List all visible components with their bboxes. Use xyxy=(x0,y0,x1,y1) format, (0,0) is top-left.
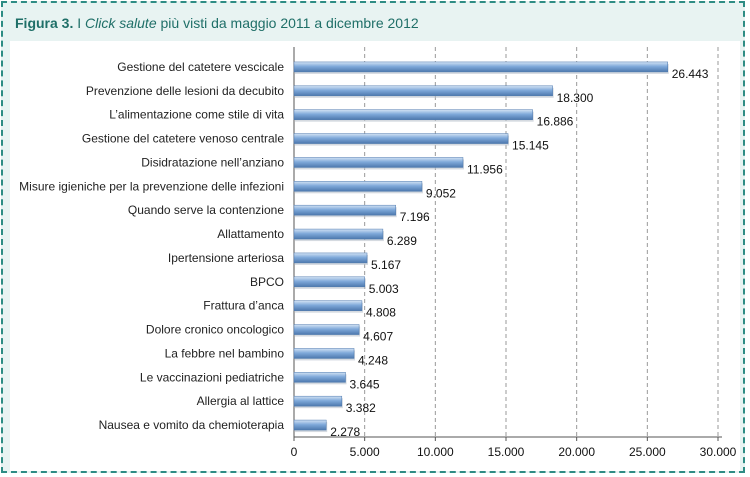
value-label: 11.956 xyxy=(467,162,503,176)
category-label: Ipertensione arteriosa xyxy=(168,251,284,265)
bar xyxy=(293,300,363,311)
category-label: Misure igieniche per la prevenzione dell… xyxy=(19,179,284,193)
value-label: 4.248 xyxy=(358,353,388,367)
value-label: 4.607 xyxy=(363,330,393,344)
x-tick-label: 10.000 xyxy=(417,445,454,459)
value-label: 2.278 xyxy=(330,425,360,439)
value-label: 7.196 xyxy=(400,210,430,224)
category-label: Disidratazione nell’anziano xyxy=(141,155,284,169)
value-label: 15.145 xyxy=(512,139,549,153)
category-label: BPCO xyxy=(250,275,284,289)
bar xyxy=(293,181,423,192)
value-label: 5.167 xyxy=(371,258,401,272)
bar xyxy=(293,133,509,144)
category-label: Gestione del catetere venoso centrale xyxy=(82,132,284,146)
value-label: 4.808 xyxy=(366,306,396,320)
value-label: 26.443 xyxy=(672,67,709,81)
value-label: 16.886 xyxy=(537,115,574,129)
x-tick-label: 5.000 xyxy=(350,445,380,459)
category-label: La febbre nel bambino xyxy=(165,346,285,360)
category-label: Le vaccinazioni pediatriche xyxy=(140,370,284,384)
category-label: Nausea e vomito da chemioterapia xyxy=(99,418,285,432)
bar xyxy=(293,348,355,359)
bar xyxy=(293,395,343,407)
title-emphasis: Click salute xyxy=(85,15,157,31)
bar xyxy=(293,228,384,240)
bar xyxy=(293,85,553,97)
category-label: Allergia al lattice xyxy=(197,394,285,408)
bar xyxy=(293,157,464,168)
title-rest: più visti da maggio 2011 a dicembre 2012 xyxy=(160,15,419,31)
x-tick-label: 0 xyxy=(291,445,298,459)
x-tick-label: 30.000 xyxy=(700,445,737,459)
category-label: Prevenzione delle lesioni da decubito xyxy=(86,84,284,98)
bar xyxy=(293,61,668,73)
bar xyxy=(293,109,533,120)
bar-chart: 0 5.000 10.000 15.000 20.000 25.000 30.000 Gest… xyxy=(19,47,737,459)
bar xyxy=(293,419,327,431)
category-label: Quando serve la contenzione xyxy=(128,203,284,217)
value-label: 9.052 xyxy=(426,186,456,200)
value-label: 3.382 xyxy=(346,401,376,415)
figure-title: Figura 3. I Click salute più visti da ma… xyxy=(15,15,419,31)
category-label: Dolore cronico oncologico xyxy=(146,323,284,337)
category-label: L’alimentazione come stile di vita xyxy=(109,108,284,122)
x-tick-label: 20.000 xyxy=(558,445,595,459)
title-prefix: I xyxy=(77,15,82,31)
category-label: Gestione del catetere vescicale xyxy=(117,60,284,74)
bar xyxy=(293,276,365,288)
value-label: 5.003 xyxy=(369,282,399,296)
category-label: Allattamento xyxy=(217,227,284,241)
chart-area: 0 5.000 10.000 15.000 20.000 25.000 30.000 Gest… xyxy=(10,41,740,471)
value-label: 3.645 xyxy=(350,377,380,391)
value-label: 18.300 xyxy=(557,91,594,105)
bar xyxy=(293,372,346,383)
value-label: 6.289 xyxy=(387,234,417,248)
figure-label: Figura 3. xyxy=(15,15,74,31)
bar xyxy=(293,204,396,216)
x-tick-label: 15.000 xyxy=(488,445,525,459)
bar xyxy=(293,324,360,335)
category-label: Frattura d’anca xyxy=(203,299,284,313)
x-tick-label: 25.000 xyxy=(629,445,666,459)
bar xyxy=(293,252,368,264)
